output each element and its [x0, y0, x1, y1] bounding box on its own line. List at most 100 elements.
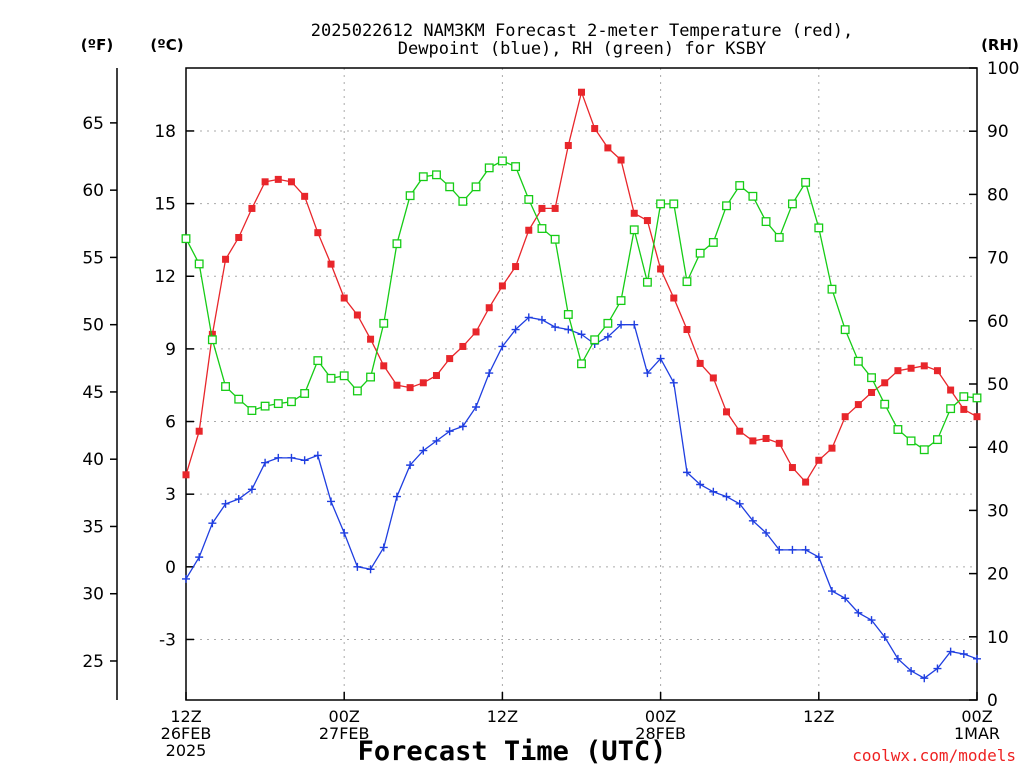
- dewpoint-point: [656, 354, 665, 363]
- temperature-point: [933, 367, 941, 375]
- dewpoint-point: [564, 325, 573, 334]
- dewpoint-point: [696, 480, 705, 489]
- rh-tick-label: 70: [987, 249, 1009, 269]
- dewpoint-point: [261, 458, 270, 467]
- temperature-point: [525, 226, 533, 234]
- rh-point: [234, 394, 244, 404]
- rh-point: [537, 224, 547, 233]
- rh-point: [432, 170, 441, 180]
- rh-tick-label: 40: [987, 438, 1009, 458]
- temperature-point: [723, 408, 731, 416]
- temperature-point: [670, 294, 678, 302]
- dewpoint-line: [185, 316, 978, 679]
- temperature-point: [367, 335, 375, 343]
- rh-point: [471, 182, 481, 192]
- celsius-tick-label: 6: [165, 413, 176, 433]
- rh-point: [669, 199, 679, 209]
- fahrenheit-tick-label: 35: [82, 517, 104, 537]
- rh-point: [352, 386, 362, 396]
- temperature-point: [380, 362, 388, 370]
- fahrenheit-tick-label: 30: [82, 585, 104, 605]
- plot-frame: [185, 67, 978, 701]
- temperature-point: [498, 282, 506, 290]
- rh-point: [867, 373, 876, 383]
- celsius-tick-label: 0: [165, 558, 176, 578]
- dewpoint-point: [973, 654, 981, 663]
- temperature-point: [419, 379, 427, 387]
- dewpoint-point: [933, 664, 942, 673]
- rh-point: [524, 195, 534, 204]
- fahrenheit-unit-label: (ºF): [81, 36, 113, 54]
- temperature-point: [841, 413, 849, 421]
- rh-point: [339, 371, 349, 381]
- rh-point: [300, 389, 310, 398]
- dewpoint-point: [511, 325, 520, 334]
- time-tick-label: 00Z: [645, 707, 676, 726]
- temperature-point: [907, 364, 915, 372]
- temperature-point: [815, 456, 823, 464]
- dewpoint-point: [841, 594, 850, 603]
- fahrenheit-tick-label: 40: [82, 450, 104, 470]
- dewpoint-point: [814, 553, 823, 562]
- dewpoint-point: [630, 320, 639, 329]
- temperature-point: [947, 386, 955, 394]
- time-tick-label: 00Z: [329, 707, 360, 726]
- rh-point: [946, 404, 956, 414]
- dewpoint-point: [247, 485, 256, 494]
- temperature-line: [185, 89, 978, 484]
- rh-point: [748, 191, 758, 201]
- rh-tick-label: 20: [987, 565, 1009, 585]
- temperature-point: [683, 326, 691, 334]
- fahrenheit-tick-label: 25: [82, 652, 104, 672]
- dewpoint-point: [946, 647, 955, 656]
- dewpoint-point: [682, 468, 691, 477]
- rh-point: [260, 401, 270, 411]
- credit-label: coolwx.com/models: [852, 746, 1016, 765]
- celsius-tick-label: 9: [165, 340, 176, 360]
- temperature-point: [854, 401, 862, 409]
- rh-point: [906, 436, 916, 446]
- fahrenheit-tick-label: 55: [82, 248, 104, 268]
- temperature-point: [472, 328, 480, 336]
- celsius-tick-label: 3: [165, 485, 176, 505]
- rh-point: [445, 182, 455, 192]
- dewpoint-point: [748, 516, 757, 525]
- rh-point: [405, 191, 415, 201]
- dewpoint-point: [735, 499, 744, 508]
- chart-title-line1: 2025022612 NAM3KM Forecast 2-meter Tempe…: [311, 21, 853, 41]
- dewpoint-point: [827, 587, 836, 596]
- dewpoint-point: [234, 495, 243, 504]
- rh-point: [827, 284, 837, 294]
- temperature-point: [802, 478, 810, 486]
- temperature-point: [208, 330, 216, 338]
- rh-point: [735, 181, 745, 191]
- dewpoint-series: [182, 313, 981, 683]
- dewpoint-point: [221, 499, 230, 508]
- temperature-point: [736, 427, 744, 435]
- dewpoint-point: [959, 649, 968, 658]
- time-tick-label: 00Z: [961, 707, 992, 726]
- rh-point: [919, 445, 929, 455]
- temperature-point: [406, 384, 414, 392]
- rh-point: [814, 223, 824, 233]
- temperature-point: [314, 229, 322, 237]
- rh-point: [181, 234, 191, 244]
- rh-point: [313, 356, 323, 366]
- rh-point: [484, 163, 494, 173]
- dewpoint-point: [392, 492, 401, 501]
- fahrenheit-tick-label: 65: [82, 114, 104, 134]
- dewpoint-point: [577, 330, 586, 339]
- dewpoint-point: [327, 497, 336, 506]
- temperature-point: [657, 265, 665, 273]
- temperature-point: [973, 413, 981, 421]
- dewpoint-point: [722, 492, 731, 501]
- temperature-point: [222, 255, 230, 263]
- dewpoint-point: [603, 332, 612, 341]
- temperature-point: [485, 304, 493, 312]
- celsius-tick-label: 15: [154, 195, 176, 215]
- dewpoint-point: [788, 545, 797, 554]
- data-series: [181, 88, 982, 683]
- time-tick-label: 2025: [166, 741, 207, 760]
- rh-point: [722, 201, 731, 211]
- rh-point: [590, 335, 600, 345]
